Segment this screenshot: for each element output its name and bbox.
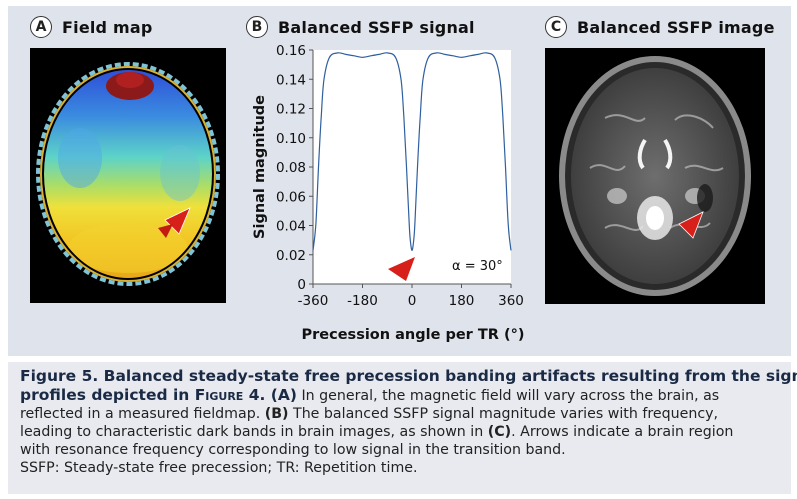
panel-b-header: B Balanced SSFP signal	[246, 16, 475, 38]
x-tick-label: -180	[347, 293, 378, 309]
y-tick-label: 0.02	[276, 248, 306, 264]
caption-figure-reference: Figure 4	[194, 386, 260, 404]
caption-abbreviations: SSFP: Steady-state free precession; TR: …	[20, 460, 418, 476]
y-tick-label: 0.10	[276, 131, 306, 147]
caption-title-line1: Figure 5. Balanced steady-state free pre…	[20, 367, 797, 385]
x-axis-label: Precession angle per TR (°)	[302, 327, 525, 343]
figure-caption: Figure 5. Balanced steady-state free pre…	[8, 362, 797, 494]
caption-line2-rest: In general, the magnetic field will vary…	[296, 388, 720, 404]
caption-line5: with resonance frequency corresponding t…	[20, 442, 566, 458]
y-tick-label: 0.16	[276, 43, 306, 59]
y-ticks: 0 0.02 0.04 0.06 0.08 0.10 0.12 0.14 0.16	[276, 43, 313, 293]
caption-line3-start: reflected in a measured fieldmap.	[20, 406, 265, 422]
panel-c-title: Balanced SSFP image	[577, 17, 775, 37]
dip-arrow	[388, 257, 415, 281]
caption-line2: profiles depicted in Figure 4. (A) In ge…	[20, 386, 779, 405]
panel-c-header: C Balanced SSFP image	[545, 16, 775, 38]
caption-line4: leading to characteristic dark bands in …	[20, 423, 779, 441]
x-tick-label: 180	[449, 293, 475, 309]
y-tick-label: 0.04	[276, 219, 306, 235]
caption-line3-end: The balanced SSFP signal magnitude varie…	[288, 406, 719, 422]
x-ticks: -360 -180 0 180 360	[298, 284, 524, 309]
x-tick-label: 360	[498, 293, 524, 309]
x-tick-label: 0	[408, 293, 417, 309]
panel-b-badge: B	[246, 16, 268, 38]
y-tick-label: 0.14	[276, 72, 306, 88]
y-tick-label: 0.08	[276, 160, 306, 176]
signal-series-line	[312, 52, 512, 252]
plot-area	[313, 50, 511, 284]
field-map-image	[30, 48, 226, 303]
caption-title-line2-end: . (A)	[259, 386, 297, 404]
y-axis-label: Signal magnitude	[252, 95, 268, 239]
caption-title-line2-start: profiles depicted in	[20, 386, 195, 404]
panel-a-badge: A	[30, 16, 52, 38]
signal-chart: 0 0.02 0.04 0.06 0.08 0.10 0.12 0.14 0.16 -360 -1…	[252, 43, 525, 343]
caption-line4-end: . Arrows indicate a brain region	[511, 424, 734, 440]
panel-b-title: Balanced SSFP signal	[278, 17, 475, 37]
caption-label-b: (B)	[264, 406, 289, 422]
panel-a-header: A Field map	[30, 16, 153, 38]
panel-a-title: Field map	[62, 17, 153, 37]
x-tick-label: -360	[298, 293, 329, 309]
figure-panel: A Field map	[8, 6, 791, 356]
caption-label-c: (C)	[487, 424, 512, 440]
alpha-annotation: α = 30°	[452, 259, 503, 274]
y-tick-label: 0	[297, 277, 306, 293]
caption-line3: reflected in a measured fieldmap. (B) Th…	[20, 405, 779, 423]
ssfp-brain-image	[545, 48, 765, 304]
caption-line4-start: leading to characteristic dark bands in …	[20, 424, 488, 440]
y-tick-label: 0.12	[276, 102, 306, 118]
y-tick-label: 0.06	[276, 189, 306, 205]
panel-c-badge: C	[545, 16, 567, 38]
